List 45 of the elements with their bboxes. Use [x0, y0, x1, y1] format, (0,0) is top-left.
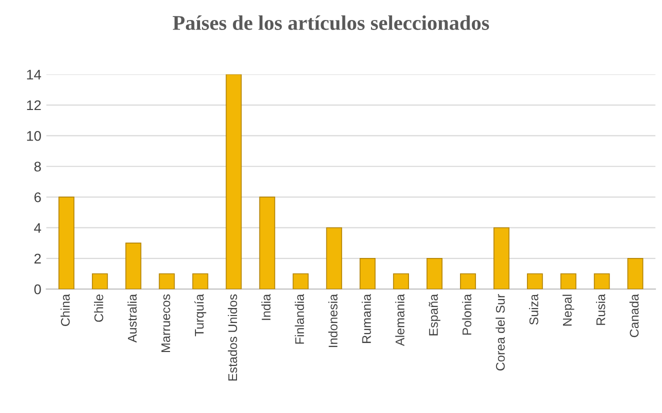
bar — [360, 258, 376, 290]
bar — [58, 196, 74, 290]
bar — [226, 74, 242, 290]
x-tick-label: Rumania — [362, 294, 371, 343]
x-tick-label: Turquía — [194, 294, 206, 336]
y-tick-label: 2 — [34, 254, 41, 264]
x-tick-label: Corea del Sur — [496, 294, 505, 370]
bar — [292, 273, 309, 290]
x-tick-label: España — [428, 294, 440, 336]
y-tick-label: 0 — [34, 284, 41, 294]
x-tick-label: Marruecos — [161, 294, 170, 352]
x-tick-label: Indonesia — [328, 294, 338, 348]
bar — [594, 273, 610, 290]
bar — [627, 258, 644, 290]
bar — [526, 273, 543, 290]
y-tick-label: 8 — [34, 162, 41, 172]
bar — [125, 242, 142, 290]
y-tick-label: 4 — [34, 223, 42, 233]
x-tick-label: Rusia — [596, 294, 606, 325]
x-tick-label: Canada — [629, 294, 639, 338]
y-tick-label: 12 — [27, 100, 41, 110]
chart-title: Países de los artículos seleccionados — [172, 15, 490, 30]
bar — [493, 227, 510, 290]
bar — [92, 273, 108, 290]
x-tick-label: Finlandia — [294, 294, 304, 344]
bar — [426, 258, 442, 290]
x-tick-label: India — [261, 294, 271, 320]
bar — [326, 227, 342, 290]
y-tick-label: 10 — [27, 131, 41, 141]
x-tick-label: Polonia — [462, 294, 472, 335]
x-tick-label: Chile — [94, 294, 104, 322]
bar — [192, 273, 208, 290]
bar — [158, 273, 175, 290]
x-tick-label: Alemania — [395, 294, 404, 346]
bar — [259, 196, 276, 290]
bar — [560, 273, 576, 290]
y-tick-label: 6 — [34, 192, 41, 202]
bar — [460, 273, 476, 290]
x-tick-label: Estados Unidos — [228, 294, 238, 380]
x-tick-label: Nepal — [562, 294, 574, 326]
y-tick-label: 14 — [27, 70, 42, 80]
x-tick-label: Australia — [128, 294, 137, 343]
x-tick-label: China — [60, 294, 70, 326]
bar — [393, 273, 410, 290]
x-tick-label: Suiza — [529, 294, 538, 325]
